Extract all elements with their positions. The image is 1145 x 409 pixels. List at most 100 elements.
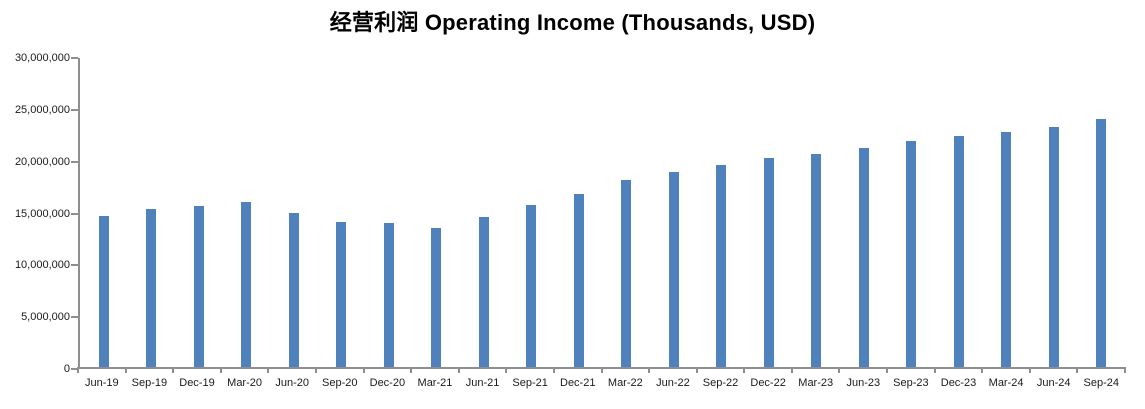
x-tick-label-Dec-20: Dec-20 (369, 377, 406, 389)
bar-slot-Jun-19 (80, 58, 128, 367)
x-tick-mark (410, 367, 413, 373)
y-tick-label-20000000: 20,000,000 (14, 155, 70, 168)
y-axis-tick-marks (71, 57, 78, 370)
x-tick-label-Mar-23: Mar-23 (798, 377, 834, 389)
bar-Jun-21 (478, 217, 489, 367)
bar-slot-Jun-23 (840, 58, 888, 367)
y-tick-mark (71, 108, 78, 111)
x-tick-mark (790, 367, 793, 373)
bar-slot-Dec-22 (745, 58, 793, 367)
bar-Mar-24 (1001, 131, 1012, 367)
bar-slot-Mar-20 (223, 58, 271, 367)
x-tick-label-Sep-24: Sep-24 (1083, 377, 1119, 389)
x-tick-label-Sep-23: Sep-23 (893, 377, 929, 389)
bar-slot-Mar-22 (603, 58, 651, 367)
x-tick-label-Mar-22: Mar-22 (607, 377, 643, 389)
y-tick-label-5000000: 5,000,000 (21, 311, 70, 324)
x-tick-mark (600, 367, 603, 373)
x-tick-mark (552, 367, 555, 373)
x-tick-mark (1028, 367, 1031, 373)
bar-Sep-24 (1096, 118, 1107, 367)
x-tick-label-Jun-24: Jun-24 (1036, 377, 1071, 389)
x-tick-label-Mar-20: Mar-20 (227, 377, 262, 389)
bar-slot-Dec-21 (555, 58, 603, 367)
x-tick-mark (886, 367, 889, 373)
x-tick-mark (362, 367, 365, 373)
bar-Jun-23 (858, 147, 869, 367)
x-tick-mark (457, 367, 460, 373)
x-tick-label-Dec-23: Dec-23 (940, 377, 977, 389)
x-tick-mark (933, 367, 936, 373)
x-tick-label-Sep-20: Sep-20 (322, 377, 358, 389)
bar-Dec-22 (763, 158, 774, 367)
x-tick-label-Jun-19: Jun-19 (84, 377, 119, 389)
x-tick-label-Mar-24: Mar-24 (988, 377, 1024, 389)
bar-slot-Sep-24 (1078, 58, 1126, 367)
y-tick-mark (71, 368, 78, 370)
y-tick-mark (71, 212, 78, 215)
x-tick-mark (124, 367, 127, 373)
x-tick-label-Jun-23: Jun-23 (846, 377, 881, 389)
bar-Sep-19 (146, 208, 157, 367)
y-tick-mark (71, 264, 78, 267)
bar-series (80, 58, 1125, 367)
y-tick-label-25000000: 25,000,000 (14, 103, 70, 116)
bar-Jun-24 (1048, 126, 1059, 367)
bar-Mar-22 (621, 180, 632, 367)
bar-slot-Sep-20 (318, 58, 366, 367)
x-axis-labels: Jun-19 Sep-19 Dec-19 Mar-20 Jun-20 Sep-20 Dec-… (78, 377, 1125, 389)
x-tick-mark (648, 367, 651, 373)
x-tick-mark (1076, 367, 1079, 373)
bar-Dec-23 (953, 135, 964, 367)
x-tick-label-Dec-21: Dec-21 (560, 377, 596, 389)
plot-area (78, 58, 1125, 369)
x-tick-label-Sep-22: Sep-22 (702, 377, 739, 389)
y-tick-mark (71, 316, 78, 319)
bar-slot-Jun-24 (1030, 58, 1078, 367)
y-tick-label-10000000: 10,000,000 (14, 259, 70, 272)
x-tick-label-Jun-22: Jun-22 (656, 377, 690, 389)
x-tick-mark (77, 367, 79, 373)
bar-slot-Jun-20 (270, 58, 318, 367)
x-tick-label-Mar-21: Mar-21 (417, 377, 453, 389)
x-tick-mark (695, 367, 698, 373)
bar-Jun-22 (668, 171, 679, 367)
x-tick-mark (172, 367, 175, 373)
bar-Sep-23 (906, 140, 917, 367)
y-tick-label-15000000: 15,000,000 (14, 207, 70, 220)
bar-slot-Sep-19 (128, 58, 176, 367)
bar-slot-Dec-20 (365, 58, 413, 367)
bar-slot-Mar-21 (413, 58, 461, 367)
bar-Sep-21 (526, 204, 537, 367)
y-tick-mark (71, 57, 78, 59)
x-tick-label-Sep-19: Sep-19 (131, 377, 168, 389)
bar-Mar-21 (431, 227, 442, 367)
bar-Sep-22 (716, 165, 727, 367)
x-tick-label-Dec-22: Dec-22 (750, 377, 786, 389)
x-tick-label-Jun-20: Jun-20 (275, 377, 309, 389)
bar-Jun-19 (98, 215, 109, 367)
x-tick-mark (219, 367, 222, 373)
x-tick-mark (267, 367, 270, 373)
bar-Jun-20 (288, 213, 299, 367)
bar-slot-Sep-22 (698, 58, 746, 367)
bar-Dec-20 (383, 223, 394, 367)
bar-slot-Sep-23 (888, 58, 936, 367)
bar-slot-Jun-21 (460, 58, 508, 367)
bar-slot-Dec-19 (175, 58, 223, 367)
bar-Dec-21 (573, 193, 584, 367)
bar-Mar-20 (241, 202, 252, 367)
y-tick-mark (71, 160, 78, 163)
x-axis-tick-marks (77, 367, 1126, 373)
x-tick-label-Sep-21: Sep-21 (512, 377, 548, 389)
bar-slot-Mar-24 (983, 58, 1031, 367)
chart-title: 经营利润 Operating Income (Thousands, USD) (329, 10, 816, 35)
y-tick-label-30000000: 30,000,000 (14, 52, 70, 64)
x-tick-mark (1124, 367, 1126, 373)
x-tick-mark (314, 367, 317, 373)
y-tick-label-0: 0 (63, 363, 70, 375)
x-tick-label-Dec-19: Dec-19 (179, 377, 215, 389)
bar-Dec-19 (193, 205, 204, 367)
bar-Sep-20 (336, 222, 347, 367)
